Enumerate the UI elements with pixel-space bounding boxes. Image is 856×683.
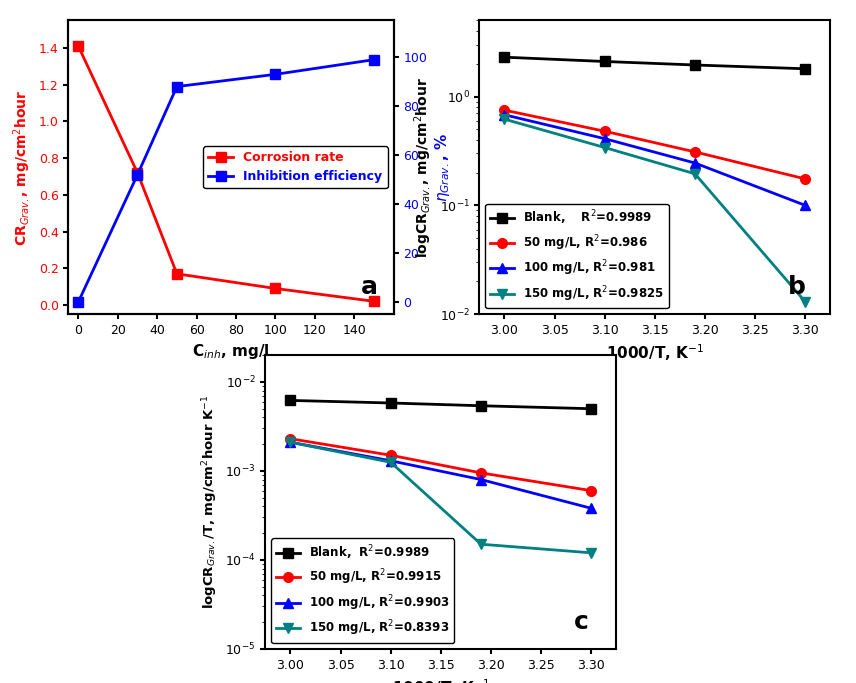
Legend: Corrosion rate, Inhibition efficiency: Corrosion rate, Inhibition efficiency — [204, 146, 388, 189]
100 mg/L, R$^2$=0.981 — [690, 159, 700, 167]
50 mg/L, R$^2$=0.9915 — [476, 469, 486, 477]
50 mg/L, R$^2$=0.986 — [599, 127, 609, 135]
Corrosion rate — [369, 297, 379, 305]
Line: 150 mg/L, R$^2$=0.9825: 150 mg/L, R$^2$=0.9825 — [500, 114, 810, 307]
Inhibition efficiency — [369, 55, 379, 64]
50 mg/L, R$^2$=0.9915 — [385, 451, 395, 460]
Inhibition efficiency — [74, 298, 84, 306]
Blank,  R$^2$=0.9989 — [385, 399, 395, 407]
100 mg/L, R$^2$=0.9903 — [476, 475, 486, 484]
50 mg/L, R$^2$=0.986 — [499, 106, 509, 114]
Y-axis label: CR$_{Grav.}$, mg/cm$^2$hour: CR$_{Grav.}$, mg/cm$^2$hour — [12, 89, 33, 246]
Inhibition efficiency — [270, 70, 281, 79]
50 mg/L, R$^2$=0.986 — [800, 175, 811, 183]
Text: a: a — [361, 275, 378, 299]
Blank,    R$^2$=0.9989 — [599, 57, 609, 66]
Line: Inhibition efficiency: Inhibition efficiency — [74, 55, 379, 307]
Legend: Blank,  R$^2$=0.9989, 50 mg/L, R$^2$=0.9915, 100 mg/L, R$^2$=0.9903, 150 mg/L, R: Blank, R$^2$=0.9989, 50 mg/L, R$^2$=0.99… — [271, 538, 455, 643]
X-axis label: C$_{inh}$, mg/l: C$_{inh}$, mg/l — [193, 342, 270, 361]
100 mg/L, R$^2$=0.9903 — [586, 504, 597, 512]
Text: b: b — [788, 275, 806, 299]
Line: Blank,  R$^2$=0.9989: Blank, R$^2$=0.9989 — [286, 395, 596, 414]
Text: c: c — [574, 610, 589, 634]
X-axis label: 1000/T, K$^{-1}$: 1000/T, K$^{-1}$ — [606, 342, 704, 363]
Blank,  R$^2$=0.9989 — [285, 396, 295, 404]
Blank,    R$^2$=0.9989 — [499, 53, 509, 61]
150 mg/L, R$^2$=0.8393 — [385, 458, 395, 466]
Blank,  R$^2$=0.9989 — [586, 404, 597, 413]
150 mg/L, R$^2$=0.9825 — [599, 143, 609, 152]
Line: Corrosion rate: Corrosion rate — [74, 42, 379, 306]
50 mg/L, R$^2$=0.986 — [690, 148, 700, 156]
Blank,  R$^2$=0.9989 — [476, 402, 486, 410]
150 mg/L, R$^2$=0.8393 — [476, 540, 486, 548]
50 mg/L, R$^2$=0.9915 — [285, 434, 295, 443]
100 mg/L, R$^2$=0.9903 — [285, 438, 295, 447]
Line: 100 mg/L, R$^2$=0.9903: 100 mg/L, R$^2$=0.9903 — [286, 437, 596, 513]
50 mg/L, R$^2$=0.9915 — [586, 486, 597, 494]
150 mg/L, R$^2$=0.9825 — [800, 298, 811, 306]
Legend: Blank,    R$^2$=0.9989, 50 mg/L, R$^2$=0.986, 100 mg/L, R$^2$=0.981, 150 mg/L, R: Blank, R$^2$=0.9989, 50 mg/L, R$^2$=0.98… — [485, 204, 669, 308]
Y-axis label: $\eta_{Grav.}$, %: $\eta_{Grav.}$, % — [433, 133, 452, 201]
Line: Blank,    R$^2$=0.9989: Blank, R$^2$=0.9989 — [500, 53, 810, 74]
Inhibition efficiency — [133, 171, 143, 179]
Corrosion rate — [74, 42, 84, 51]
Corrosion rate — [133, 169, 143, 177]
X-axis label: 1000/T, K$^{-1}$: 1000/T, K$^{-1}$ — [392, 677, 490, 683]
Line: 150 mg/L, R$^2$=0.8393: 150 mg/L, R$^2$=0.8393 — [286, 437, 596, 558]
Line: 100 mg/L, R$^2$=0.981: 100 mg/L, R$^2$=0.981 — [500, 110, 810, 210]
Corrosion rate — [172, 270, 182, 278]
Y-axis label: logCR$_{Grav.}$/T, mg/cm$^2$hour K$^{-1}$: logCR$_{Grav.}$/T, mg/cm$^2$hour K$^{-1}… — [200, 395, 220, 609]
Y-axis label: logCR$_{Grav.}$, mg/cm$^2$hour: logCR$_{Grav.}$, mg/cm$^2$hour — [413, 77, 434, 257]
Line: 50 mg/L, R$^2$=0.9915: 50 mg/L, R$^2$=0.9915 — [286, 434, 596, 495]
Blank,    R$^2$=0.9989 — [800, 65, 811, 73]
150 mg/L, R$^2$=0.9825 — [690, 169, 700, 178]
Inhibition efficiency — [172, 83, 182, 91]
150 mg/L, R$^2$=0.8393 — [586, 548, 597, 557]
150 mg/L, R$^2$=0.9825 — [499, 115, 509, 123]
100 mg/L, R$^2$=0.9903 — [385, 457, 395, 465]
Corrosion rate — [270, 284, 281, 292]
100 mg/L, R$^2$=0.981 — [499, 111, 509, 119]
Line: 50 mg/L, R$^2$=0.986: 50 mg/L, R$^2$=0.986 — [500, 105, 810, 184]
150 mg/L, R$^2$=0.8393 — [285, 438, 295, 447]
100 mg/L, R$^2$=0.981 — [599, 135, 609, 143]
Blank,    R$^2$=0.9989 — [690, 61, 700, 69]
100 mg/L, R$^2$=0.981 — [800, 201, 811, 210]
